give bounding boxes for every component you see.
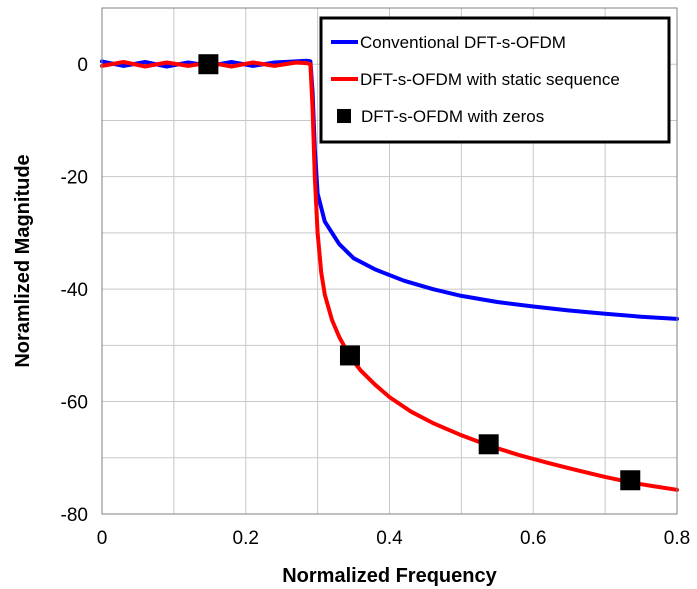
- x-tick-label: 0.4: [376, 528, 403, 549]
- zeros-marker: [339, 345, 360, 366]
- y-tick-label: 0: [77, 55, 88, 76]
- legend-label-zeros: DFT-s-OFDM with zeros: [361, 107, 544, 126]
- x-axis-title: Normalized Frequency: [282, 565, 497, 587]
- y-tick-label: -40: [61, 280, 88, 301]
- x-tick-label: 0.8: [664, 528, 690, 549]
- legend-swatch-zeros: [337, 109, 351, 123]
- legend-box: [319, 16, 671, 144]
- series-line-static-sequence: [100, 60, 679, 492]
- x-tick-label: 0.6: [520, 528, 546, 549]
- y-tick-label: -60: [61, 393, 88, 414]
- plot-area: [100, 7, 679, 515]
- legend-label-static-sequence: DFT-s-OFDM with static sequence: [360, 70, 620, 89]
- legend-label-conventional: Conventional DFT-s-OFDM: [360, 33, 566, 52]
- y-axis-ticks: 0 -20 -40 -60 -80: [61, 55, 88, 526]
- zeros-marker: [620, 470, 641, 491]
- x-tick-label: 0: [97, 528, 108, 549]
- y-tick-label: -80: [61, 505, 88, 526]
- zeros-marker: [198, 54, 219, 75]
- legend: Conventional DFT-s-OFDM DFT-s-OFDM with …: [319, 16, 671, 144]
- zeros-marker: [478, 434, 499, 455]
- plot-frame: [101, 7, 678, 515]
- y-axis-title: Noramlized Magnitude: [12, 154, 34, 367]
- x-tick-label: 0.2: [233, 528, 259, 549]
- x-axis-ticks: 0 0.2 0.4 0.6 0.8: [97, 528, 691, 549]
- y-tick-label: -20: [61, 168, 88, 189]
- series-markers: [198, 54, 641, 491]
